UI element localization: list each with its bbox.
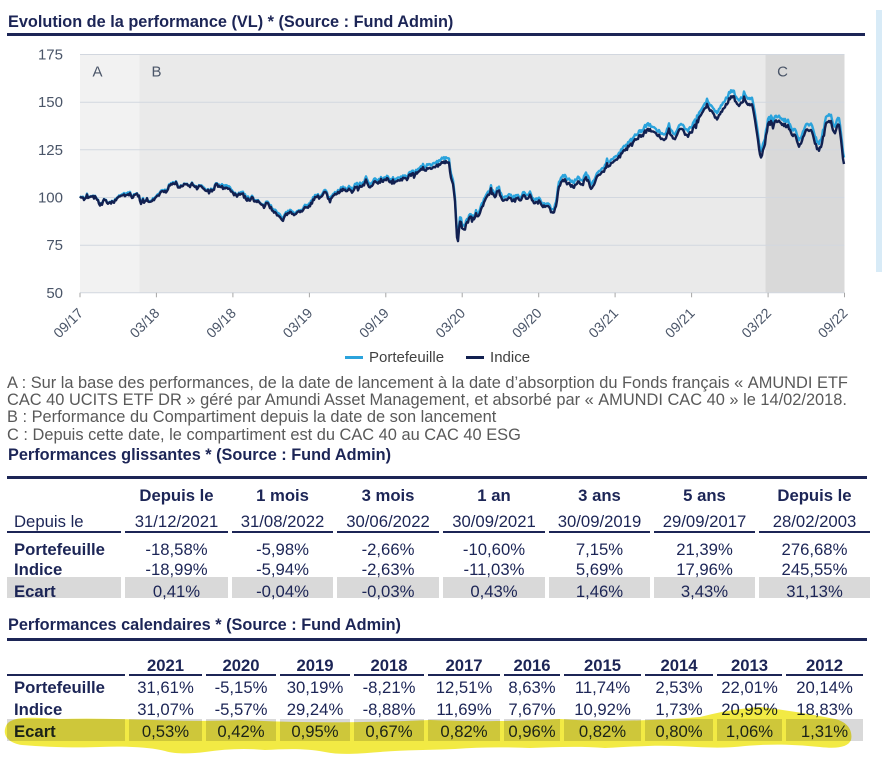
svg-text:B: B bbox=[151, 64, 161, 81]
svg-text:09/20: 09/20 bbox=[509, 305, 545, 341]
svg-text:03/19: 03/19 bbox=[279, 305, 315, 341]
svg-text:09/21: 09/21 bbox=[662, 305, 698, 341]
svg-text:09/17: 09/17 bbox=[50, 305, 86, 341]
svg-text:09/18: 09/18 bbox=[203, 305, 239, 341]
svg-text:50: 50 bbox=[46, 285, 63, 302]
svg-text:75: 75 bbox=[46, 237, 63, 254]
svg-text:09/19: 09/19 bbox=[356, 305, 392, 341]
svg-text:03/18: 03/18 bbox=[126, 305, 162, 341]
svg-text:175: 175 bbox=[38, 47, 63, 64]
svg-text:150: 150 bbox=[38, 94, 63, 111]
svg-text:125: 125 bbox=[38, 142, 63, 159]
svg-text:A: A bbox=[92, 64, 102, 81]
svg-text:03/22: 03/22 bbox=[738, 305, 774, 341]
svg-text:03/20: 03/20 bbox=[432, 305, 468, 341]
svg-text:100: 100 bbox=[38, 190, 63, 207]
svg-text:C: C bbox=[777, 64, 788, 81]
svg-text:09/22: 09/22 bbox=[815, 305, 851, 341]
svg-text:03/21: 03/21 bbox=[585, 305, 621, 341]
